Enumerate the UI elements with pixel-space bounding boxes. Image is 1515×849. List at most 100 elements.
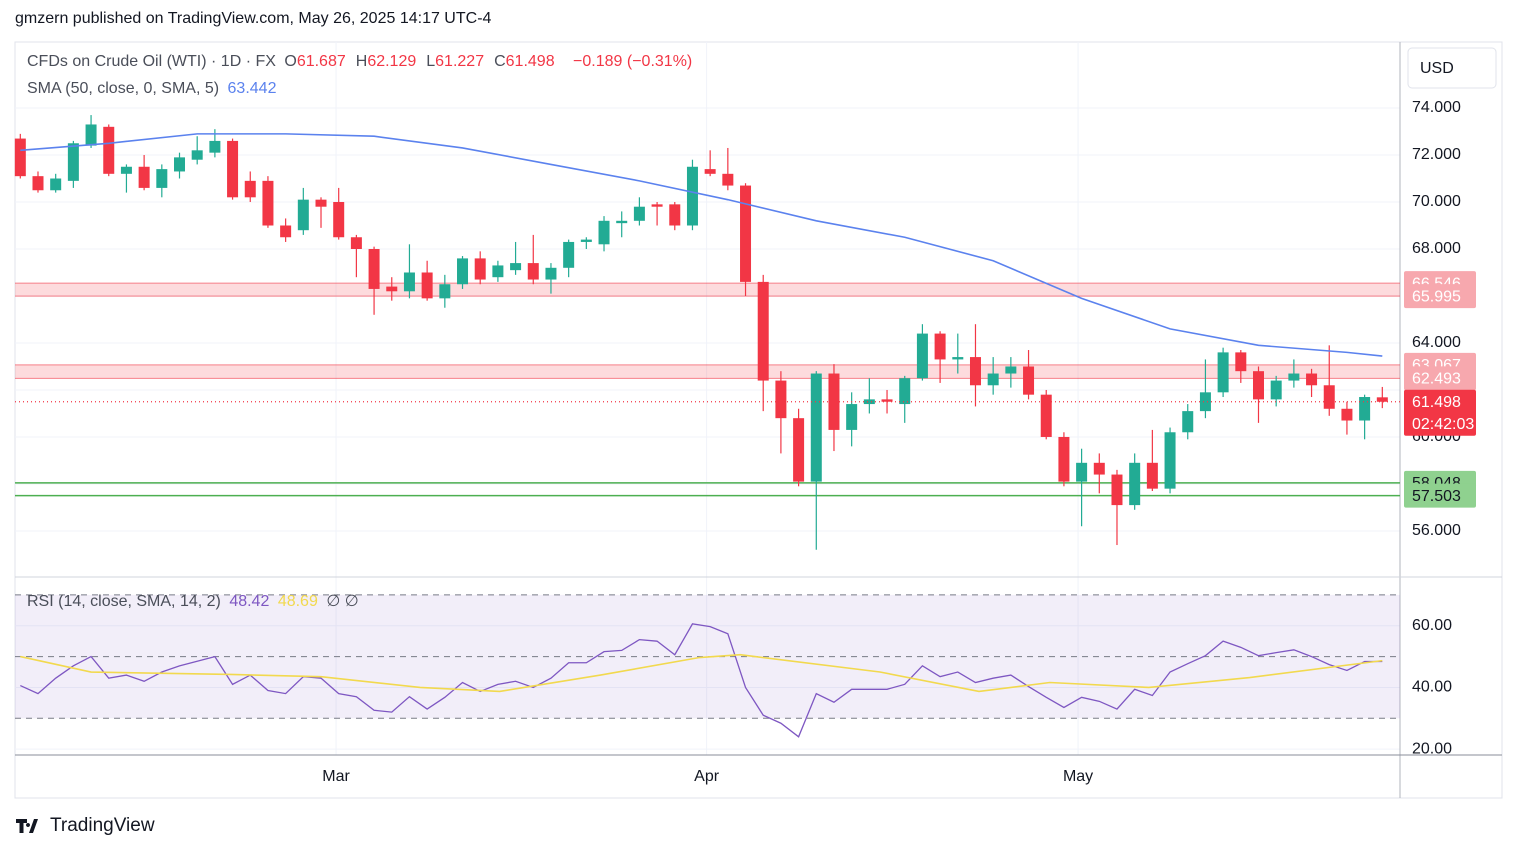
rsi-value: 48.42 [229,593,270,610]
candle-body [1164,432,1176,489]
rsi-tick-label: 20.00 [1412,740,1452,757]
candle-body [297,199,309,231]
zone-low-label: 65.995 [1412,288,1461,305]
ohlc-letter: L [426,53,436,70]
candle-body [757,281,769,381]
candle-body [881,399,893,402]
candle-body [1323,385,1335,409]
x-tick-label: Apr [694,768,720,785]
candle-body [1146,462,1158,489]
candle-body [616,220,628,224]
candle-body [1093,462,1105,475]
candle-body [899,378,911,405]
candle-body [209,140,221,153]
main-legend: CFDs on Crude Oil (WTI) · 1D · FX O61.68… [27,53,696,71]
last-price-label-bg [1404,389,1476,436]
rsi-legend: RSI (14, close, SMA, 14, 2) 48.42 48.69 … [27,591,363,611]
level-label: 57.503 [1412,488,1461,505]
sma-label: SMA (50, close, 0, SMA, 5) [27,80,220,97]
candle-body [174,157,186,172]
candle-body [775,380,787,419]
header: gmzern published on TradingView.com, May… [15,10,492,27]
candle-body [704,169,716,174]
last-price-label: 61.498 [1412,394,1461,411]
candle-body [1217,352,1229,393]
rsi-tick-label: 60.00 [1412,617,1452,634]
candle-body [1023,366,1035,395]
candle-body [103,126,115,174]
zone-low-label-bg [1404,366,1476,391]
candle-body [191,150,203,160]
candle-body [545,267,557,280]
candle-body [421,272,433,299]
candle-body [315,199,327,207]
zone [15,283,1400,297]
candle-body [1040,394,1052,437]
rsi-line [20,623,1383,738]
rsi-extra: ∅ ∅ [326,593,359,610]
candle-body [722,173,734,186]
candle-body [1076,462,1088,482]
candle-body [1306,373,1318,386]
candle-body [403,272,415,292]
logo [16,819,38,833]
rsi-label: RSI (14, close, SMA, 14, 2) [27,593,221,610]
symbol: CFDs on Crude Oil (WTI) · 1D · FX [27,53,276,70]
candle-body [85,124,97,146]
y-tick-label: 68.000 [1412,240,1461,257]
sma-value: 63.442 [227,80,277,97]
ohlc: O61.687 H62.129 L61.227 C61.498 [284,53,564,70]
candle-body [333,202,345,238]
candle-body [1288,373,1300,381]
candle-body [156,169,168,188]
candle-body [67,143,79,181]
candle-body [1182,411,1194,433]
candle-body [350,237,362,249]
zone-low-label: 62.493 [1412,371,1461,388]
rsi-ma-line [20,653,1383,693]
candle-body [916,333,928,379]
zone-low-label-bg [1404,284,1476,309]
candle-body [1270,380,1282,400]
candle-body [138,166,150,188]
candle-body [14,138,26,177]
candle-body [846,404,858,430]
candle-body [969,357,981,386]
candle-body [1199,392,1211,412]
candle-body [457,258,469,285]
candle-body [1376,397,1388,402]
y-tick-label: 56.000 [1412,522,1461,539]
ohlc-value: 61.687 [296,53,346,70]
sma-line [20,133,1383,357]
zone [15,364,1400,379]
sma-legend: SMA (50, close, 0, SMA, 5) 63.442 [27,80,280,98]
candle-body [952,357,964,360]
candle-body [686,166,698,226]
rsi-ma-value: 48.69 [277,593,318,610]
footer: TradingView [50,815,155,836]
y-tick-label: 64.000 [1412,334,1461,351]
candle-body [510,263,522,271]
candle-body [669,204,681,226]
candle-body [651,204,663,207]
candle-body [386,286,398,292]
y-tick-label: 74.000 [1412,99,1461,116]
ohlc-value: 61.227 [435,53,485,70]
candle-body [810,373,822,482]
candle-body [227,140,239,198]
candle-body [368,248,380,289]
candle-body [793,418,805,482]
ohlc-letter: O [284,53,297,70]
candle-body [474,258,486,280]
last-price-label-extra: 02:42:03 [1412,416,1474,433]
candle-body [934,333,946,360]
currency: USD [1420,60,1454,77]
change: −0.189 (−0.31%) [573,53,693,70]
candle-body [563,241,575,268]
y-tick-label: 70.000 [1412,193,1461,210]
candle-body [1005,366,1017,374]
candle-body [1341,408,1353,421]
candle-body [1058,436,1070,482]
